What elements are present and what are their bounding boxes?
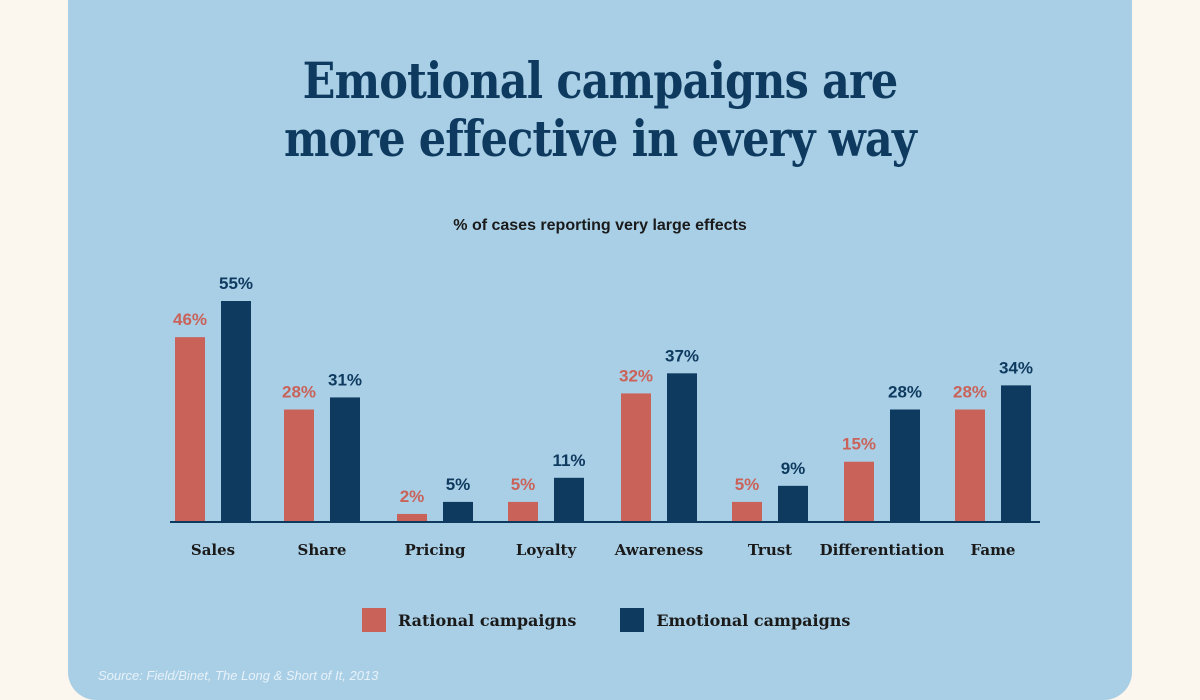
bar-emotional-awareness (667, 373, 697, 522)
value-label-emotional-awareness: 37% (665, 346, 699, 365)
value-label-rational-fame: 28% (953, 382, 987, 401)
bar-emotional-differentiation (890, 409, 920, 522)
bar-emotional-trust (778, 485, 808, 522)
legend-swatch-emotional (620, 608, 645, 632)
value-label-rational-awareness: 32% (619, 366, 653, 385)
bar-emotional-loyalty (554, 477, 584, 522)
legend-swatch-rational (362, 608, 386, 632)
bar-rational-loyalty (508, 501, 538, 522)
value-label-emotional-loyalty: 11% (552, 451, 585, 470)
legend-item-rational: Rational campaigns (362, 608, 576, 632)
legend-label-emotional: Emotional campaigns (656, 610, 851, 630)
bar-rational-share (284, 409, 314, 522)
category-label-sales: Sales (191, 541, 235, 559)
category-label-awareness: Awareness (614, 541, 703, 559)
legend: Rational campaigns Emotional campaigns (362, 608, 894, 632)
value-label-rational-loyalty: 5% (511, 475, 536, 494)
category-label-fame: Fame (971, 541, 1016, 559)
value-label-emotional-sales: 55% (219, 274, 253, 293)
bar-emotional-share (330, 397, 360, 522)
value-label-emotional-differentiation: 28% (888, 382, 922, 401)
source-note: Source: Field/Binet, The Long & Short of… (98, 668, 379, 683)
value-label-emotional-share: 31% (328, 370, 362, 389)
category-label-trust: Trust (748, 541, 792, 559)
value-label-emotional-trust: 9% (781, 459, 806, 478)
bar-rational-differentiation (844, 461, 874, 522)
category-label-share: Share (298, 541, 347, 559)
legend-item-emotional: Emotional campaigns (620, 608, 850, 632)
category-label-pricing: Pricing (404, 541, 466, 559)
value-label-rational-sales: 46% (173, 310, 207, 329)
chart-title: Emotional campaigns are more effective i… (142, 52, 1057, 168)
category-label-loyalty: Loyalty (516, 541, 578, 559)
bar-rational-trust (732, 501, 762, 522)
value-label-rational-differentiation: 15% (842, 435, 876, 454)
chart-subtitle: % of cases reporting very large effects (453, 217, 747, 234)
bar-rational-fame (955, 409, 985, 522)
legend-label-rational: Rational campaigns (398, 610, 577, 630)
value-label-rational-share: 28% (282, 382, 316, 401)
bar-rational-sales (175, 337, 205, 522)
title-line-2: more effective in every way (283, 109, 917, 168)
bar-rational-awareness (621, 393, 651, 522)
title-line-1: Emotional campaigns are (302, 51, 899, 110)
value-label-emotional-pricing: 5% (446, 475, 471, 494)
bar-emotional-sales (221, 301, 251, 522)
value-label-rational-pricing: 2% (400, 487, 425, 506)
value-label-emotional-fame: 34% (999, 358, 1033, 377)
bar-emotional-pricing (443, 501, 473, 522)
bar-emotional-fame (1001, 385, 1031, 522)
category-label-differentiation: Differentiation (820, 541, 945, 559)
value-label-rational-trust: 5% (735, 475, 760, 494)
bar-rational-pricing (397, 513, 427, 522)
